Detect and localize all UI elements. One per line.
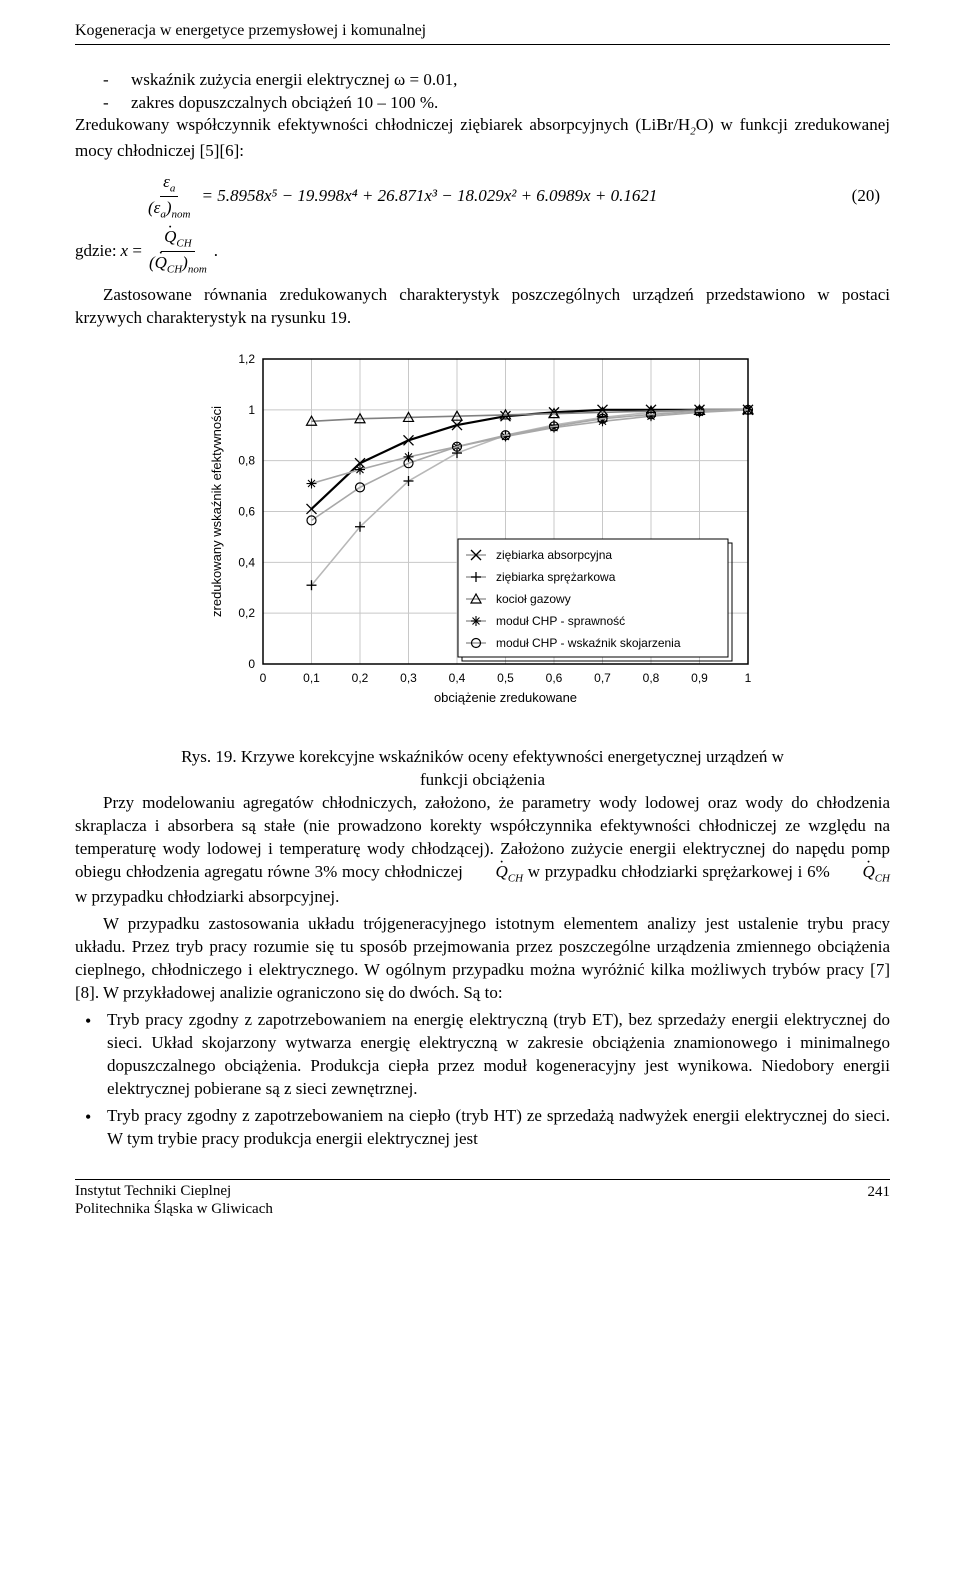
bullet-list-top: -wskaźnik zużycia energii elektrycznej ω… — [75, 69, 890, 115]
bullet-dot: • — [85, 1105, 107, 1151]
paragraph-3: Przy modelowaniu agregatów chłodniczych,… — [75, 792, 890, 909]
svg-text:moduł CHP - wskaźnik skojarzen: moduł CHP - wskaźnik skojarzenia — [496, 636, 681, 650]
paragraph-2: Zastosowane równania zredukowanych chara… — [75, 284, 890, 330]
svg-text:0,3: 0,3 — [400, 671, 417, 685]
svg-text:0,5: 0,5 — [497, 671, 514, 685]
svg-text:moduł CHP - sprawność: moduł CHP - sprawność — [496, 614, 625, 628]
paragraph-4: W przypadku zastosowania układu trójgene… — [75, 913, 890, 1005]
svg-text:ziębiarka absorpcyjna: ziębiarka absorpcyjna — [496, 548, 612, 562]
equation-20: εa (εa)nom = 5.8958x⁵ − 19.998x⁴ + 26.87… — [75, 171, 890, 222]
paragraph-1: Zredukowany współczynnik efektywności ch… — [75, 114, 890, 162]
figure-19-chart: 0 0,1 0,2 0,3 0,4 0,5 0,6 0,7 0,8 0,9 1 0 0,2 0,4 0,6 0… — [203, 349, 763, 736]
svg-text:0,6: 0,6 — [545, 671, 562, 685]
svg-text:zredukowany wskaźnik efektywno: zredukowany wskaźnik efektywności — [209, 406, 224, 617]
bullet-dot: • — [85, 1009, 107, 1101]
svg-text:1,2: 1,2 — [238, 352, 255, 366]
svg-text:0,8: 0,8 — [642, 671, 659, 685]
svg-text:0,6: 0,6 — [238, 505, 255, 519]
svg-text:0,9: 0,9 — [691, 671, 708, 685]
svg-text:0,4: 0,4 — [238, 556, 255, 570]
equation-rhs: = 5.8958x⁵ − 19.998x⁴ + 26.871x³ − 18.02… — [202, 185, 658, 208]
bullet-text: wskaźnik zużycia energii elektrycznej ω … — [131, 69, 890, 92]
page-footer: Instytut Techniki Cieplnej Politechnika … — [75, 1179, 890, 1220]
chart-svg: 0 0,1 0,2 0,3 0,4 0,5 0,6 0,7 0,8 0,9 1 0 0,2 0,4 0,6 0… — [203, 349, 763, 729]
svg-text:ziębiarka sprężarkowa: ziębiarka sprężarkowa — [496, 570, 616, 584]
list-item: Tryb pracy zgodny z zapotrzebowaniem na … — [107, 1009, 890, 1101]
dash: - — [103, 92, 131, 115]
dash: - — [103, 69, 131, 92]
page-number: 241 — [868, 1182, 891, 1202]
svg-text:0,2: 0,2 — [238, 607, 255, 621]
svg-text:0: 0 — [248, 657, 255, 671]
bullet-text: zakres dopuszczalnych obciążeń 10 – 100 … — [131, 92, 890, 115]
svg-text:0,4: 0,4 — [448, 671, 465, 685]
gdzie-line: gdzie: x = QCH (QCH)nom . — [75, 226, 890, 277]
list-item: Tryb pracy zgodny z zapotrzebowaniem na … — [107, 1105, 890, 1151]
svg-text:0: 0 — [259, 671, 266, 685]
mode-list: •Tryb pracy zgodny z zapotrzebowaniem na… — [75, 1009, 890, 1151]
svg-text:0,1: 0,1 — [303, 671, 320, 685]
footer-institute: Instytut Techniki Cieplnej — [75, 1182, 273, 1201]
svg-text:0,2: 0,2 — [351, 671, 368, 685]
footer-university: Politechnika Śląska w Gliwicach — [75, 1200, 273, 1219]
svg-text:0,8: 0,8 — [238, 454, 255, 468]
svg-text:1: 1 — [744, 671, 751, 685]
figure-caption-line1: Rys. 19. Krzywe korekcyjne wskaźników oc… — [75, 746, 890, 769]
svg-text:0,7: 0,7 — [594, 671, 611, 685]
svg-text:1: 1 — [248, 403, 255, 417]
equation-number: (20) — [852, 185, 880, 208]
svg-text:obciążenie zredukowane: obciążenie zredukowane — [433, 690, 576, 705]
page-header: Kogeneracja w energetyce przemysłowej i … — [75, 20, 890, 45]
svg-text:kocioł gazowy: kocioł gazowy — [496, 592, 571, 606]
figure-caption-line2: funkcji obciążenia — [75, 769, 890, 792]
